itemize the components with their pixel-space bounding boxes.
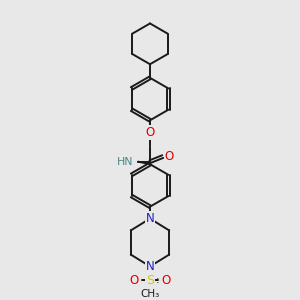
- Text: N: N: [146, 212, 154, 225]
- Text: O: O: [164, 150, 174, 163]
- Text: S: S: [146, 274, 154, 286]
- Text: N: N: [146, 260, 154, 273]
- Text: O: O: [129, 274, 138, 286]
- Text: O: O: [162, 274, 171, 286]
- Text: HN: HN: [116, 157, 133, 167]
- Text: CH₃: CH₃: [140, 289, 160, 298]
- Text: :: :: [156, 275, 160, 285]
- Text: O: O: [146, 126, 154, 139]
